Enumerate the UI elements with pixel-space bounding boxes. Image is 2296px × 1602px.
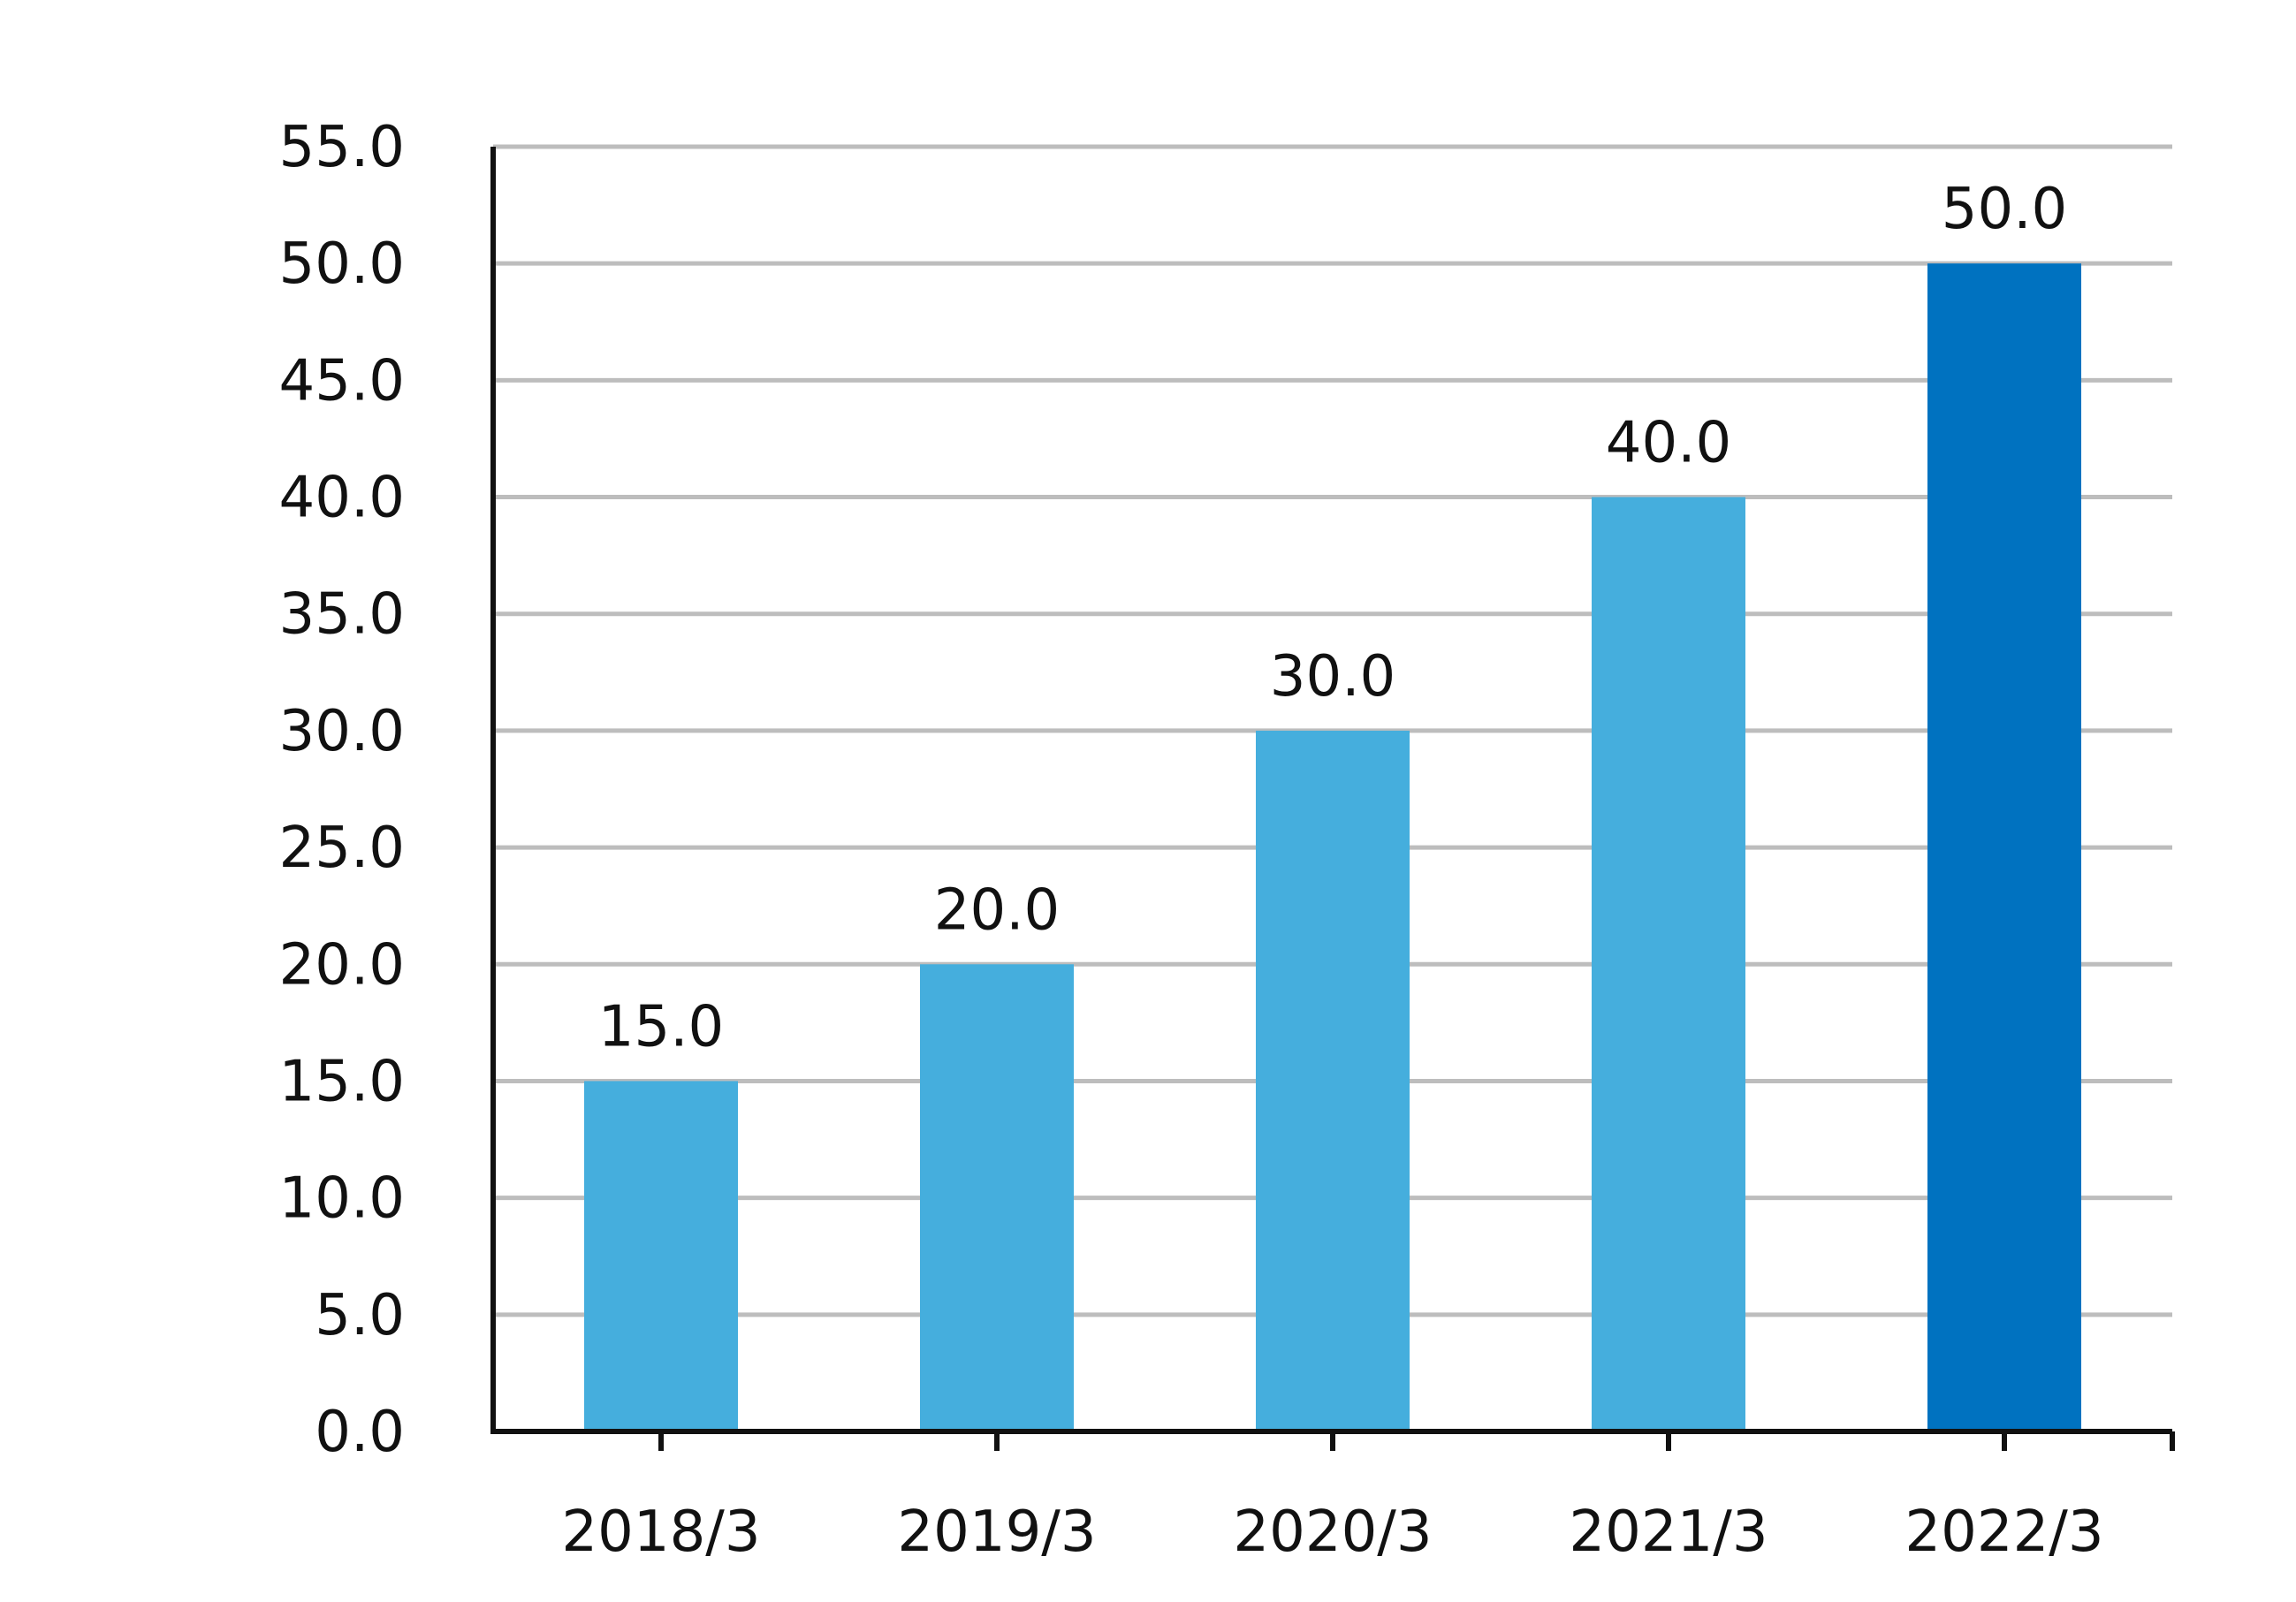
y-tick-label: 30.0	[279, 699, 406, 764]
y-tick-label: 50.0	[279, 232, 406, 297]
y-tick-label: 35.0	[279, 582, 406, 648]
bar	[920, 964, 1074, 1431]
x-tick-label: 2019/3	[897, 1500, 1096, 1565]
y-tick-label: 10.0	[279, 1166, 406, 1232]
bar	[1927, 263, 2081, 1431]
axes	[490, 147, 2175, 1451]
data-label: 50.0	[1942, 177, 2068, 242]
y-tick-label: 15.0	[279, 1049, 406, 1114]
bars	[584, 263, 2081, 1432]
x-tick-label: 2020/3	[1233, 1500, 1432, 1565]
bar	[1256, 730, 1410, 1431]
x-tick-label: 2018/3	[561, 1500, 760, 1565]
y-tick-label: 25.0	[279, 816, 406, 881]
data-label: 15.0	[598, 994, 725, 1059]
data-labels: 15.0 20.0 30.0 40.0 50.0	[598, 177, 2068, 1059]
y-tick-label: 5.0	[315, 1283, 405, 1348]
data-label: 30.0	[1270, 644, 1396, 710]
data-label: 20.0	[934, 877, 1061, 943]
x-tick-labels: 2018/3 2019/3 2020/3 2021/3 2022/3	[561, 1500, 2103, 1565]
y-tick-label: 55.0	[279, 115, 406, 180]
bar	[584, 1081, 738, 1431]
y-tick-label: 40.0	[279, 466, 406, 531]
x-tick-label: 2022/3	[1904, 1500, 2103, 1565]
x-tick-label: 2021/3	[1569, 1500, 1768, 1565]
bar	[1592, 497, 1745, 1432]
y-tick-labels: 0.0 5.0 10.0 15.0 20.0 25.0 30.0 35.0 40.0 45.0 50…	[279, 115, 406, 1465]
data-label: 40.0	[1606, 411, 1732, 476]
y-tick-label: 0.0	[315, 1400, 405, 1465]
y-tick-label: 45.0	[279, 348, 406, 414]
y-tick-label: 20.0	[279, 932, 406, 998]
